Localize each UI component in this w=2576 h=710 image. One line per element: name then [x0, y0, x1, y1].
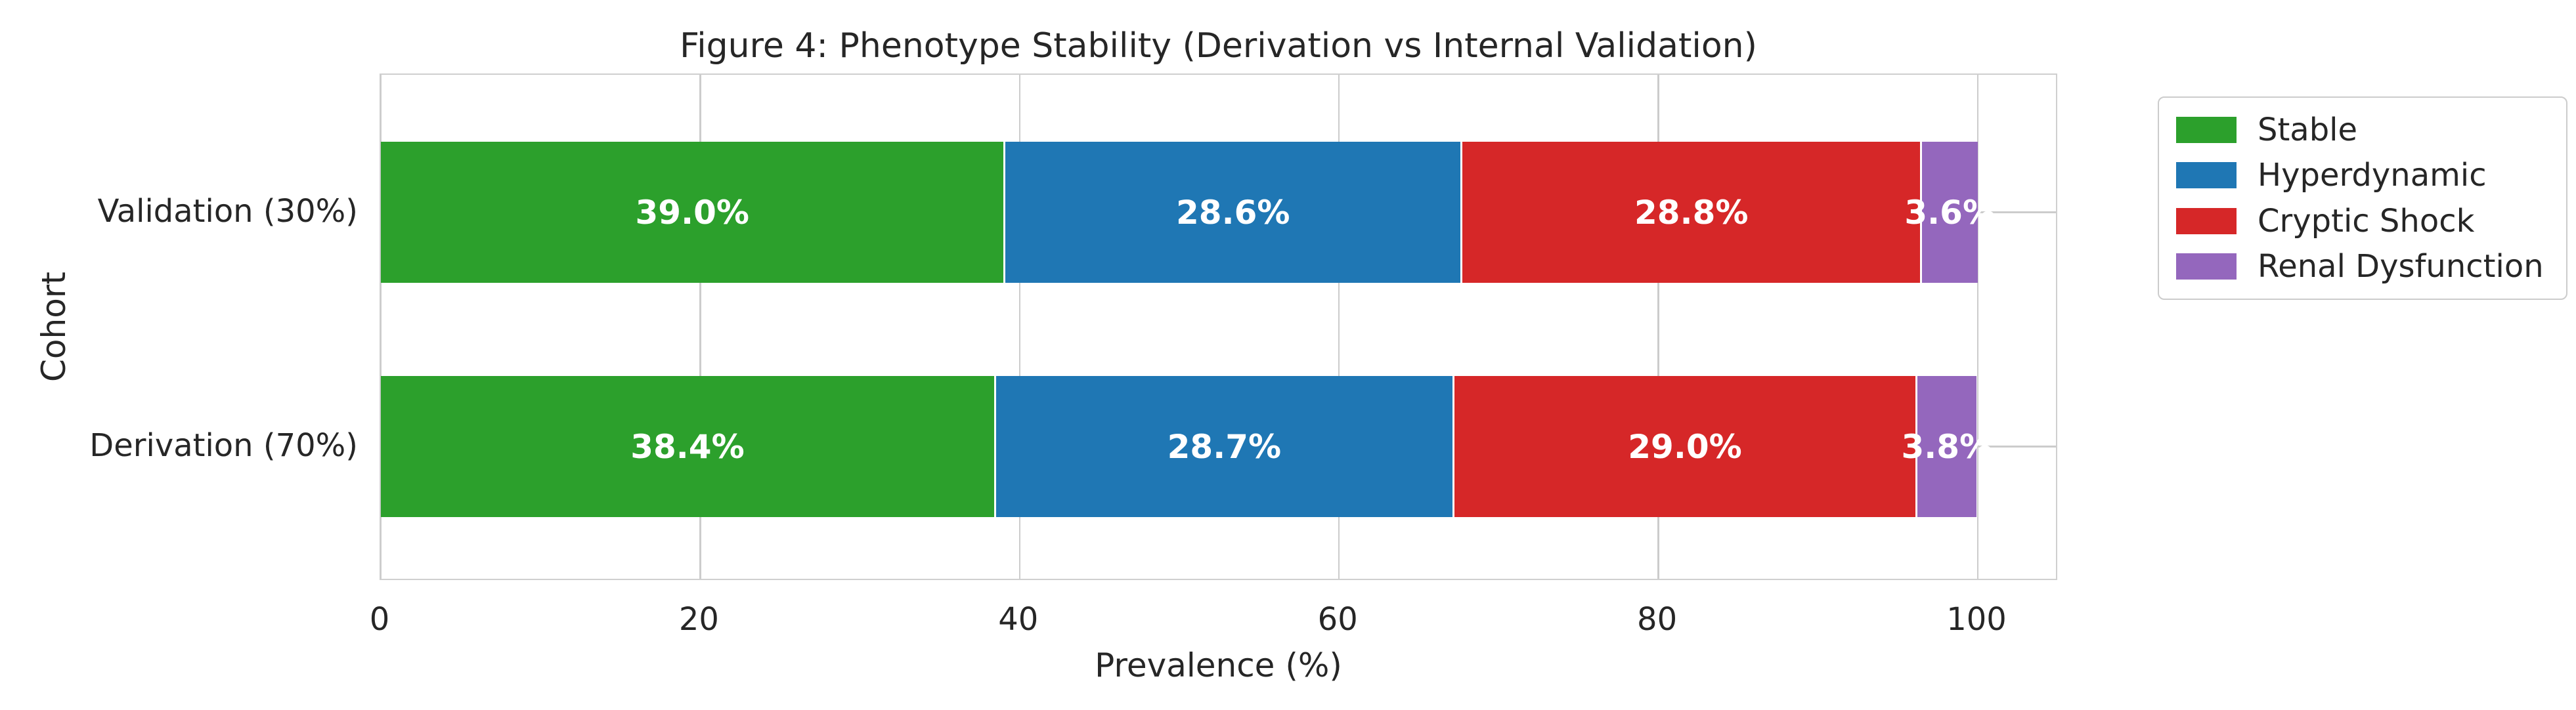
legend-item-cryptic-shock: Cryptic Shock [2176, 203, 2549, 240]
legend-item-hyperdynamic: Hyperdynamic [2176, 157, 2549, 194]
x-tick-label-20: 20 [678, 601, 719, 638]
x-tick-label-80: 80 [1637, 601, 1678, 638]
x-tick-label-0: 0 [369, 601, 390, 638]
legend-label-hyperdynamic: Hyperdynamic [2258, 157, 2487, 194]
y-category-label-validation-30: Validation (30%) [97, 192, 358, 230]
bar-value-label-stable-derivation-70: 38.4% [630, 427, 745, 466]
legend-swatch-renal-dysfunction [2176, 253, 2237, 280]
bar-segment-hyperdynamic-validation-30: 28.6% [1003, 142, 1461, 283]
bar-value-label-cryptic-shock-validation-30: 28.8% [1634, 193, 1749, 232]
bar-value-label-cryptic-shock-derivation-70: 29.0% [1628, 427, 1742, 466]
legend-label-stable: Stable [2258, 112, 2358, 149]
legend-label-cryptic-shock: Cryptic Shock [2258, 202, 2475, 240]
x-axis-label: Prevalence (%) [1095, 646, 1342, 684]
gridline-x-100 [1976, 75, 1979, 579]
legend: Stable Hyperdynamic Cryptic Shock Renal Dys… [2158, 96, 2567, 300]
bar-value-label-renal-dysfunction-validation-30: 3.6% [1904, 193, 1996, 232]
plot-area: 39.0% 28.6% 28.8% 3.6% 38.4% 28.7% 29.0% 3.8% [380, 73, 2057, 580]
gridline-x-60 [1338, 75, 1340, 579]
x-tick-label-60: 60 [1317, 601, 1358, 638]
bar-segment-stable-derivation-70: 38.4% [381, 376, 994, 517]
bar-value-label-renal-dysfunction-derivation-70: 3.8% [1901, 427, 1993, 466]
bar-segment-stable-validation-30: 39.0% [381, 142, 1004, 283]
legend-swatch-cryptic-shock [2176, 207, 2237, 234]
x-tick-label-100: 100 [1946, 601, 2007, 638]
x-tick-label-40: 40 [998, 601, 1039, 638]
y-category-label-derivation-70: Derivation (70%) [89, 427, 358, 464]
bar-value-label-hyperdynamic-validation-30: 28.6% [1176, 193, 1290, 232]
legend-swatch-stable [2176, 117, 2237, 144]
bar-segment-cryptic-shock-derivation-70: 29.0% [1452, 376, 1916, 517]
bar-value-label-stable-validation-30: 39.0% [635, 193, 749, 232]
bar-value-label-hyperdynamic-derivation-70: 28.7% [1167, 427, 1282, 466]
y-axis-label: Cohort [35, 272, 73, 382]
gridline-x-0 [380, 75, 382, 579]
gridline-x-80 [1657, 75, 1659, 579]
bar-segment-cryptic-shock-validation-30: 28.8% [1460, 142, 1921, 283]
bar-segment-renal-dysfunction-validation-30: 3.6% [1904, 142, 1996, 283]
legend-item-stable: Stable [2176, 112, 2549, 148]
legend-label-renal-dysfunction: Renal Dysfunction [2258, 247, 2544, 285]
chart-title: Figure 4: Phenotype Stability (Derivatio… [680, 26, 1757, 66]
legend-swatch-hyperdynamic [2176, 162, 2237, 189]
gridline-x-20 [699, 75, 701, 579]
bar-segment-hyperdynamic-derivation-70: 28.7% [993, 376, 1452, 517]
legend-item-renal-dysfunction: Renal Dysfunction [2176, 248, 2549, 285]
bar-segment-renal-dysfunction-derivation-70: 3.8% [1902, 376, 1992, 517]
gridline-x-40 [1018, 75, 1021, 579]
